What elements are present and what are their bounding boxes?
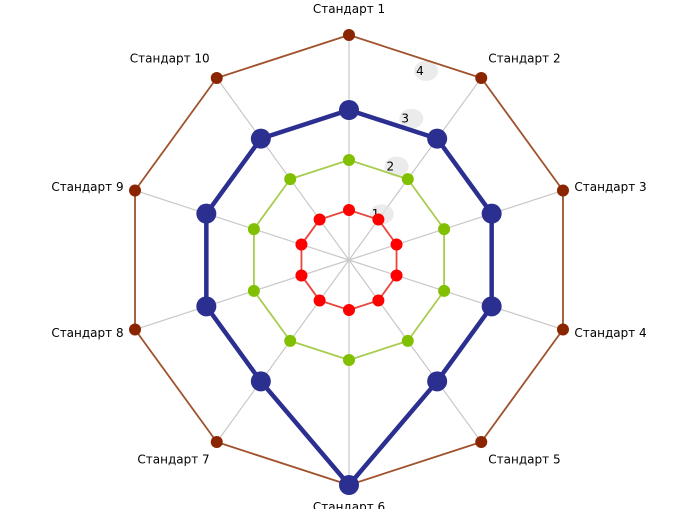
radar-series xyxy=(129,29,569,495)
radar-point[interactable] xyxy=(372,294,385,307)
radial-tick-label: 1 xyxy=(372,207,380,221)
radar-point[interactable] xyxy=(313,294,326,307)
radar-point[interactable] xyxy=(401,173,414,186)
radar-spokes xyxy=(134,35,564,485)
radar-point[interactable] xyxy=(250,128,271,149)
radar-point[interactable] xyxy=(339,100,359,120)
tick-label-bubble xyxy=(399,108,424,129)
radar-axis-label: Стандарт 1 xyxy=(313,2,385,16)
radar-point[interactable] xyxy=(284,173,297,186)
radar-point[interactable] xyxy=(210,71,223,84)
radar-point[interactable] xyxy=(129,184,142,197)
radar-series-group xyxy=(295,204,403,316)
radar-point[interactable] xyxy=(339,475,359,495)
radar-point[interactable] xyxy=(196,296,217,317)
radar-point[interactable] xyxy=(372,213,385,226)
radar-point[interactable] xyxy=(427,128,448,149)
radar-point[interactable] xyxy=(284,334,297,347)
radar-spoke xyxy=(216,77,350,261)
radar-axis-label: Стандарт 7 xyxy=(137,453,209,467)
radar-point[interactable] xyxy=(313,213,326,226)
radar-point[interactable] xyxy=(481,203,502,224)
radar-axis-label: Стандарт 6 xyxy=(313,500,385,509)
radar-point[interactable] xyxy=(295,238,308,251)
radar-tick-labels: 1 2 3 4 xyxy=(369,60,439,225)
radar-point[interactable] xyxy=(438,223,451,236)
tick-label-bubble xyxy=(384,156,409,177)
radial-tick-label: 3 xyxy=(401,112,409,126)
radar-axis-label: Стандарт 9 xyxy=(51,180,123,194)
radar-axis-labels: Стандарт 1 Стандарт 2 Стандарт 3 Стандарт 4… xyxy=(51,2,646,509)
radar-point[interactable] xyxy=(390,238,403,251)
radar-spoke xyxy=(348,259,564,331)
radar-spoke xyxy=(216,259,350,443)
radar-axis-label: Стандарт 3 xyxy=(574,180,646,194)
radar-point[interactable] xyxy=(250,371,271,392)
radar-point[interactable] xyxy=(343,29,355,41)
radar-axis-label: Стандарт 5 xyxy=(488,453,560,467)
radar-axis-label: Стандарт 4 xyxy=(574,326,646,340)
radar-point[interactable] xyxy=(129,323,142,336)
radar-point[interactable] xyxy=(556,323,569,336)
radial-tick-label: 4 xyxy=(416,64,424,78)
radar-point[interactable] xyxy=(343,154,355,166)
radar-spoke xyxy=(348,189,564,261)
radar-axis-label: Стандарт 10 xyxy=(130,51,210,65)
radar-point[interactable] xyxy=(210,436,223,449)
radar-spoke xyxy=(348,77,482,261)
radar-spoke xyxy=(134,189,350,261)
radar-point[interactable] xyxy=(427,371,448,392)
radar-point[interactable] xyxy=(196,203,217,224)
radar-point[interactable] xyxy=(475,71,488,84)
radar-spoke xyxy=(134,259,350,331)
radar-point[interactable] xyxy=(247,284,260,297)
radar-point[interactable] xyxy=(475,436,488,449)
tick-label-bubble xyxy=(414,60,439,81)
radar-point[interactable] xyxy=(343,204,355,216)
radar-spoke xyxy=(348,259,482,443)
radar-point[interactable] xyxy=(343,354,355,366)
radar-point[interactable] xyxy=(556,184,569,197)
radial-tick-label: 2 xyxy=(387,159,395,173)
radar-point[interactable] xyxy=(247,223,260,236)
radar-axis-label: Стандарт 8 xyxy=(51,326,123,340)
radar-axis-label: Стандарт 2 xyxy=(488,51,560,65)
radar-point[interactable] xyxy=(343,304,355,316)
radar-series-group xyxy=(247,154,451,366)
radar-point[interactable] xyxy=(390,269,403,282)
radar-point[interactable] xyxy=(295,269,308,282)
radar-point[interactable] xyxy=(438,284,451,297)
radar-series-group xyxy=(196,100,502,495)
radar-point[interactable] xyxy=(401,334,414,347)
radar-point[interactable] xyxy=(481,296,502,317)
